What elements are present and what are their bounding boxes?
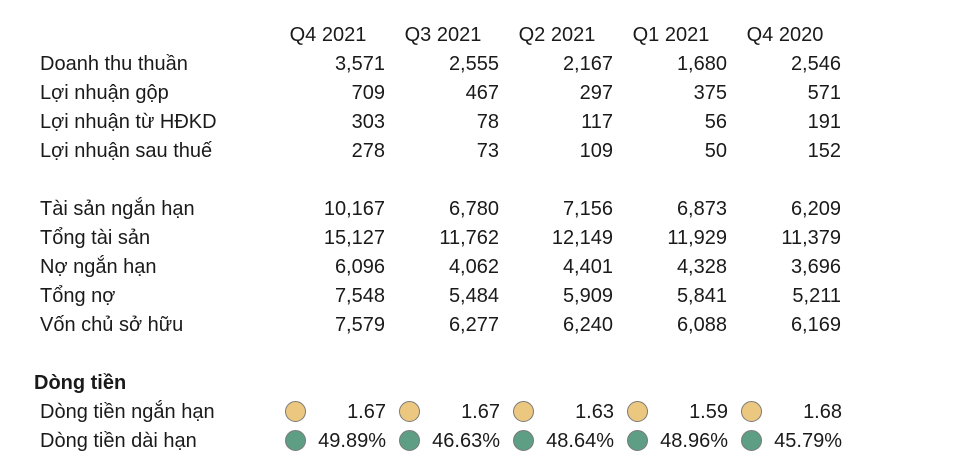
row-label: Dòng tiền ngắn hạn: [40, 401, 215, 423]
table-cell: 4,062: [448, 256, 499, 278]
table-cell: 191: [807, 111, 841, 133]
table-row: Tài sản ngắn hạn 10,167 6,780 7,156 6,87…: [0, 195, 980, 224]
circle-indicator-icon: [513, 430, 534, 451]
table-cell: 7,548: [334, 285, 385, 307]
table-cell: 709: [351, 82, 385, 104]
table-cell: 1.67: [347, 401, 386, 423]
table-cell: 375: [693, 82, 727, 104]
table-row: Lợi nhuận gộp 709 467 297 375 571: [0, 79, 980, 108]
row-label: Tổng nợ: [40, 285, 116, 307]
table-cell: 152: [807, 140, 841, 162]
table-row: Tổng tài sản 15,127 11,762 12,149 11,929…: [0, 224, 980, 253]
table-cell: 303: [351, 111, 385, 133]
table-cell: 5,211: [792, 285, 841, 307]
table-cell: 1.59: [689, 401, 728, 423]
table-cell: 15,127: [323, 227, 385, 249]
table-cell: 5,909: [562, 285, 613, 307]
table-row: Dòng tiền ngắn hạn 1.67 1.67 1.63 1.59 1…: [0, 398, 980, 427]
table-cell: 6,209: [790, 198, 841, 220]
row-label: Lợi nhuận gộp: [40, 82, 169, 104]
table-cell: 6,169: [790, 314, 841, 336]
table-cell: 73: [476, 140, 499, 162]
table-cell: 5,484: [448, 285, 499, 307]
circle-indicator-icon: [627, 401, 648, 422]
table-cell: 278: [351, 140, 385, 162]
table-row: Dòng tiền dài hạn 49.89% 46.63% 48.64% 4…: [0, 427, 980, 456]
table-cell: 3,696: [790, 256, 841, 278]
table-row: Lợi nhuận sau thuế 278 73 109 50 152: [0, 137, 980, 166]
row-label: Nợ ngắn hạn: [40, 256, 157, 278]
section-title: Dòng tiền: [34, 372, 127, 394]
table-cell: 3,571: [334, 53, 385, 75]
circle-indicator-icon: [741, 401, 762, 422]
table-cell: 48.96%: [660, 430, 728, 452]
table-cell: 467: [465, 82, 499, 104]
table-cell: 11,929: [667, 227, 727, 249]
row-label: Lợi nhuận sau thuế: [40, 140, 213, 162]
table-cell: 571: [807, 82, 841, 104]
table-cell: 1,680: [676, 53, 727, 75]
table-cell: 1.68: [803, 401, 842, 423]
table-row: Vốn chủ sở hữu 7,579 6,277 6,240 6,088 6…: [0, 311, 980, 340]
table-row: Nợ ngắn hạn 6,096 4,062 4,401 4,328 3,69…: [0, 253, 980, 282]
circle-indicator-icon: [399, 430, 420, 451]
table-cell: 6,277: [448, 314, 499, 336]
table-cell: 7,156: [562, 198, 613, 220]
column-header: Q1 2021: [632, 24, 710, 46]
table-cell: 2,546: [790, 53, 841, 75]
table-cell: 117: [581, 111, 613, 133]
row-label: Dòng tiền dài hạn: [40, 430, 197, 452]
table-cell: 109: [579, 140, 613, 162]
table-cell: 4,401: [562, 256, 613, 278]
table-cell: 78: [476, 111, 499, 133]
circle-indicator-icon: [513, 401, 534, 422]
table-cell: 11,379: [781, 227, 841, 249]
row-label: Tổng tài sản: [40, 227, 151, 249]
table-cell: 48.64%: [546, 430, 614, 452]
row-label: Tài sản ngắn hạn: [40, 198, 195, 220]
row-label: Vốn chủ sở hữu: [40, 314, 184, 336]
circle-indicator-icon: [399, 401, 420, 422]
column-header: Q3 2021: [404, 24, 482, 46]
table-cell: 1.63: [575, 401, 614, 423]
section-header: Dòng tiền: [0, 369, 980, 398]
table-cell: 11,762: [439, 227, 499, 249]
table-cell: 6,096: [334, 256, 385, 278]
table-cell: 2,167: [562, 53, 613, 75]
column-header: Q4 2020: [746, 24, 824, 46]
table-cell: 5,841: [676, 285, 727, 307]
table-cell: 45.79%: [774, 430, 842, 452]
column-header: Q2 2021: [518, 24, 596, 46]
circle-indicator-icon: [741, 430, 762, 451]
circle-indicator-icon: [285, 401, 306, 422]
table-cell: 12,149: [551, 227, 613, 249]
row-label: Lợi nhuận từ HĐKD: [40, 111, 217, 133]
table-cell: 6,240: [562, 314, 613, 336]
table-row: Doanh thu thuần 3,571 2,555 2,167 1,680 …: [0, 50, 980, 79]
table-row: Tổng nợ 7,548 5,484 5,909 5,841 5,211: [0, 282, 980, 311]
table-cell: 297: [579, 82, 613, 104]
table-cell: 2,555: [448, 53, 499, 75]
column-header: Q4 2021: [289, 24, 367, 46]
row-label: Doanh thu thuần: [40, 53, 188, 75]
table-cell: 56: [704, 111, 727, 133]
table-cell: 49.89%: [318, 430, 386, 452]
table-cell: 7,579: [334, 314, 385, 336]
table-row: Lợi nhuận từ HĐKD 303 78 117 56 191: [0, 108, 980, 137]
table-cell: 46.63%: [432, 430, 500, 452]
table-cell: 6,088: [676, 314, 727, 336]
table-cell: 6,873: [676, 198, 727, 220]
table-cell: 6,780: [448, 198, 499, 220]
circle-indicator-icon: [285, 430, 306, 451]
header-row: Q4 2021 Q3 2021 Q2 2021 Q1 2021 Q4 2020: [0, 21, 980, 50]
circle-indicator-icon: [627, 430, 648, 451]
table-cell: 10,167: [323, 198, 385, 220]
table-cell: 4,328: [676, 256, 727, 278]
table-cell: 50: [704, 140, 727, 162]
table-cell: 1.67: [461, 401, 500, 423]
